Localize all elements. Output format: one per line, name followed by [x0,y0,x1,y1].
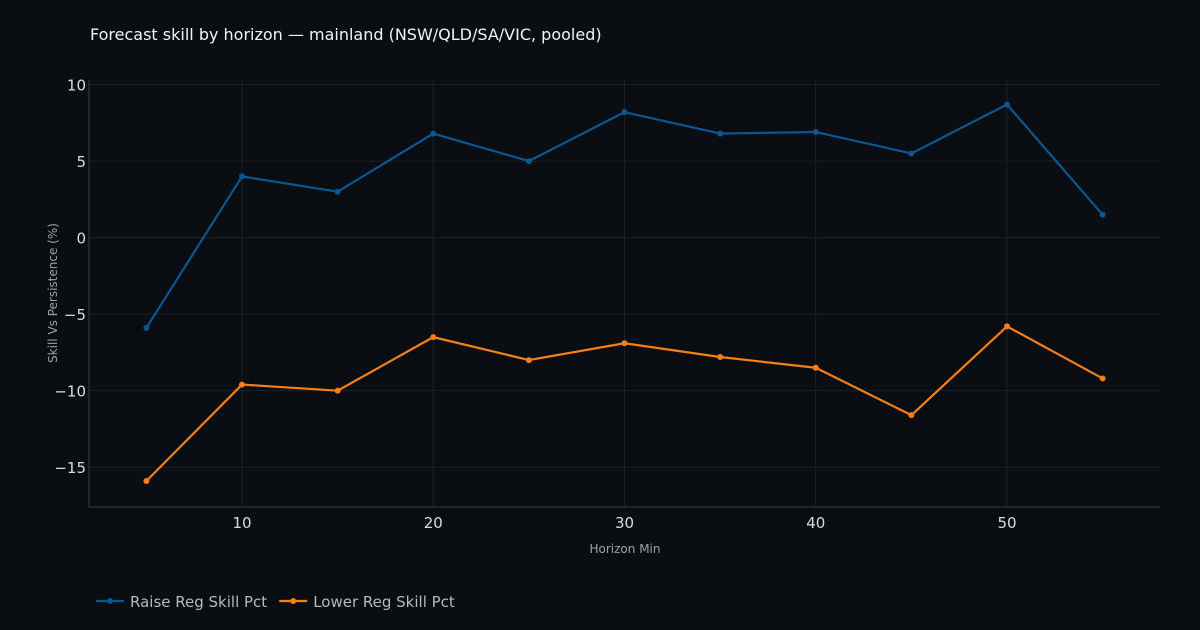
y-tick-label: −15 [54,459,86,477]
legend-swatch-marker [290,598,297,604]
chart-title: Forecast skill by horizon — mainland (NS… [90,25,602,44]
data-point [525,158,532,165]
y-tick-label: −10 [54,383,86,401]
x-tick-label: 30 [615,514,634,532]
x-axis-label: Horizon Min [590,542,661,556]
data-point [143,477,150,484]
data-point [812,129,819,136]
data-point [1004,323,1010,330]
data-point [717,354,724,361]
data-point [621,340,628,347]
data-point [239,173,245,180]
data-point [239,381,245,388]
x-tick-label: 50 [997,514,1016,532]
legend-label: Raise Reg Skill Pct [130,593,267,611]
data-point [621,109,628,116]
data-point [525,357,532,364]
y-tick-label: 0 [76,230,86,248]
data-point [908,412,915,419]
series-layer [143,101,1106,484]
legend-item-2: Lower Reg Skill Pct [279,593,455,611]
legend-label: Lower Reg Skill Pct [313,593,455,611]
y-axis-label: Skill Vs Persistence (%) [46,223,60,363]
data-point [1099,211,1106,218]
legend-item-1: Raise Reg Skill Pct [96,593,267,611]
y-tick-label: −5 [64,306,86,324]
series-1 [143,101,1106,331]
data-point [430,130,437,137]
data-point [143,324,150,331]
x-tick-label: 10 [232,514,251,532]
data-point [717,130,724,137]
data-point [334,188,341,195]
data-point [1004,101,1010,108]
y-tick-label: 5 [76,153,86,171]
x-tick-label: 20 [424,514,443,532]
series-2 [143,323,1106,484]
data-point [812,364,819,371]
x-tick-label: 40 [806,514,825,532]
data-point [334,387,341,394]
grid [89,80,1160,507]
legend: Raise Reg Skill Pct Lower Reg Skill Pct [96,593,455,611]
data-point [908,150,915,157]
y-tick-label: 10 [67,77,86,95]
data-point [1099,375,1106,382]
data-point [430,334,437,341]
legend-swatch-marker [107,598,113,604]
axes [88,80,1160,508]
